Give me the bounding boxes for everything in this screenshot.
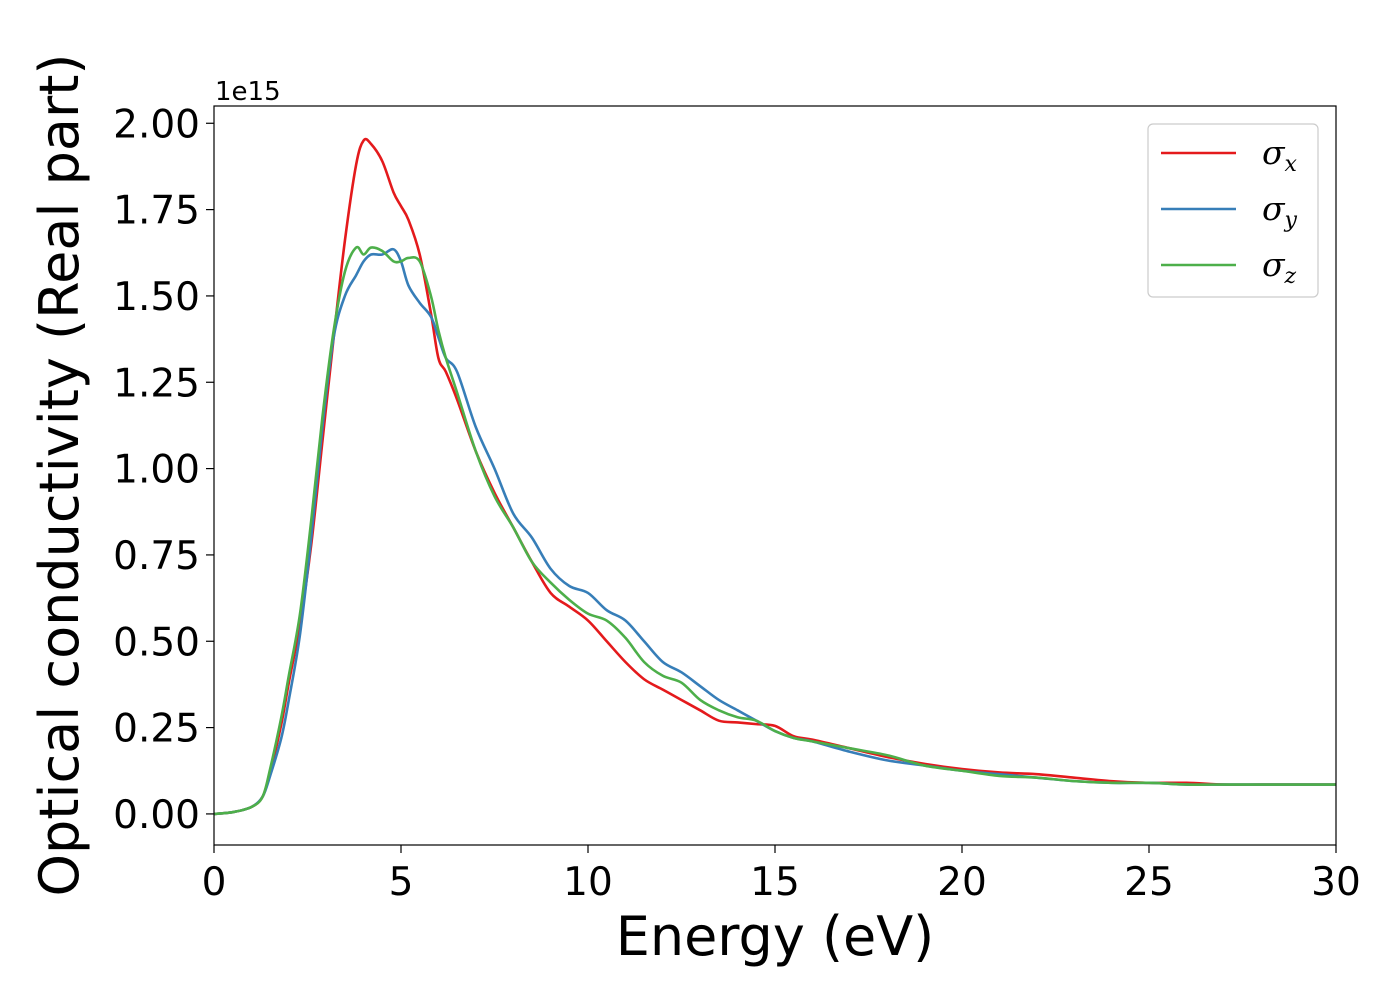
y-tick-label: 1.25: [113, 361, 200, 406]
plot-lines: [213, 137, 1336, 816]
x-tick-label: 15: [750, 860, 800, 905]
y-tick-label: 2.00: [113, 102, 200, 147]
x-tick-label: 25: [1124, 860, 1174, 905]
y-axis: 0.00 0.25 0.50 0.75 1.00 1.25 1.50 1.75 2.00: [113, 102, 214, 838]
y-tick-label: 0.75: [113, 534, 200, 579]
y-tick-label: 0.50: [113, 620, 200, 665]
x-axis: 0 5 10 15 20 25 30: [202, 845, 1361, 905]
y-tick-label: 0.25: [113, 707, 200, 752]
series-line-x: [213, 137, 1336, 816]
y-tick-label: 1.75: [113, 189, 200, 234]
x-tick-label: 10: [563, 860, 613, 905]
y-tick-label: 1.00: [113, 448, 200, 493]
y-axis-title: Optical conductivity (Real part): [28, 54, 91, 897]
x-axis-title: Energy (eV): [616, 905, 935, 968]
series-line-y: [213, 247, 1336, 816]
series-line-z: [213, 245, 1336, 816]
y-offset-label: 1e15: [215, 77, 281, 107]
y-tick-label: 0.00: [113, 793, 200, 838]
x-tick-label: 20: [937, 860, 987, 905]
legend-box: [1147, 123, 1319, 298]
y-tick-label: 1.50: [113, 275, 200, 320]
x-tick-label: 30: [1311, 860, 1361, 905]
x-tick-label: 5: [389, 860, 414, 905]
x-tick-label: 0: [202, 860, 227, 905]
